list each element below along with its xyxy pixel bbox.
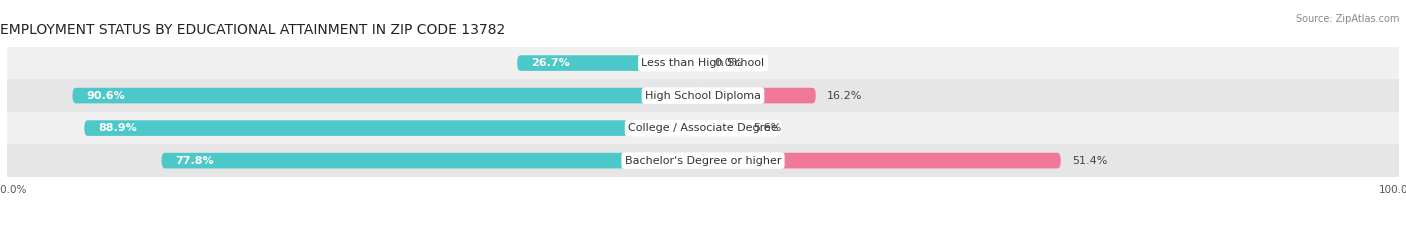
Text: 26.7%: 26.7%	[531, 58, 569, 68]
FancyBboxPatch shape	[703, 88, 815, 103]
Bar	[7, 79, 1399, 112]
Text: 90.6%: 90.6%	[86, 91, 125, 101]
Bar	[7, 112, 1399, 144]
FancyBboxPatch shape	[162, 153, 703, 168]
Text: 77.8%: 77.8%	[176, 156, 214, 166]
FancyBboxPatch shape	[703, 153, 1060, 168]
FancyBboxPatch shape	[703, 120, 742, 136]
Text: EMPLOYMENT STATUS BY EDUCATIONAL ATTAINMENT IN ZIP CODE 13782: EMPLOYMENT STATUS BY EDUCATIONAL ATTAINM…	[0, 23, 505, 37]
Text: 51.4%: 51.4%	[1071, 156, 1108, 166]
Text: 0.0%: 0.0%	[714, 58, 742, 68]
Text: 5.6%: 5.6%	[754, 123, 782, 133]
Bar	[7, 47, 1399, 79]
Text: Bachelor's Degree or higher: Bachelor's Degree or higher	[624, 156, 782, 166]
Text: Source: ZipAtlas.com: Source: ZipAtlas.com	[1295, 14, 1399, 24]
Bar	[7, 144, 1399, 177]
Text: College / Associate Degree: College / Associate Degree	[628, 123, 778, 133]
Text: 16.2%: 16.2%	[827, 91, 862, 101]
Text: 88.9%: 88.9%	[98, 123, 136, 133]
Text: High School Diploma: High School Diploma	[645, 91, 761, 101]
FancyBboxPatch shape	[73, 88, 703, 103]
Text: Less than High School: Less than High School	[641, 58, 765, 68]
FancyBboxPatch shape	[517, 55, 703, 71]
FancyBboxPatch shape	[84, 120, 703, 136]
